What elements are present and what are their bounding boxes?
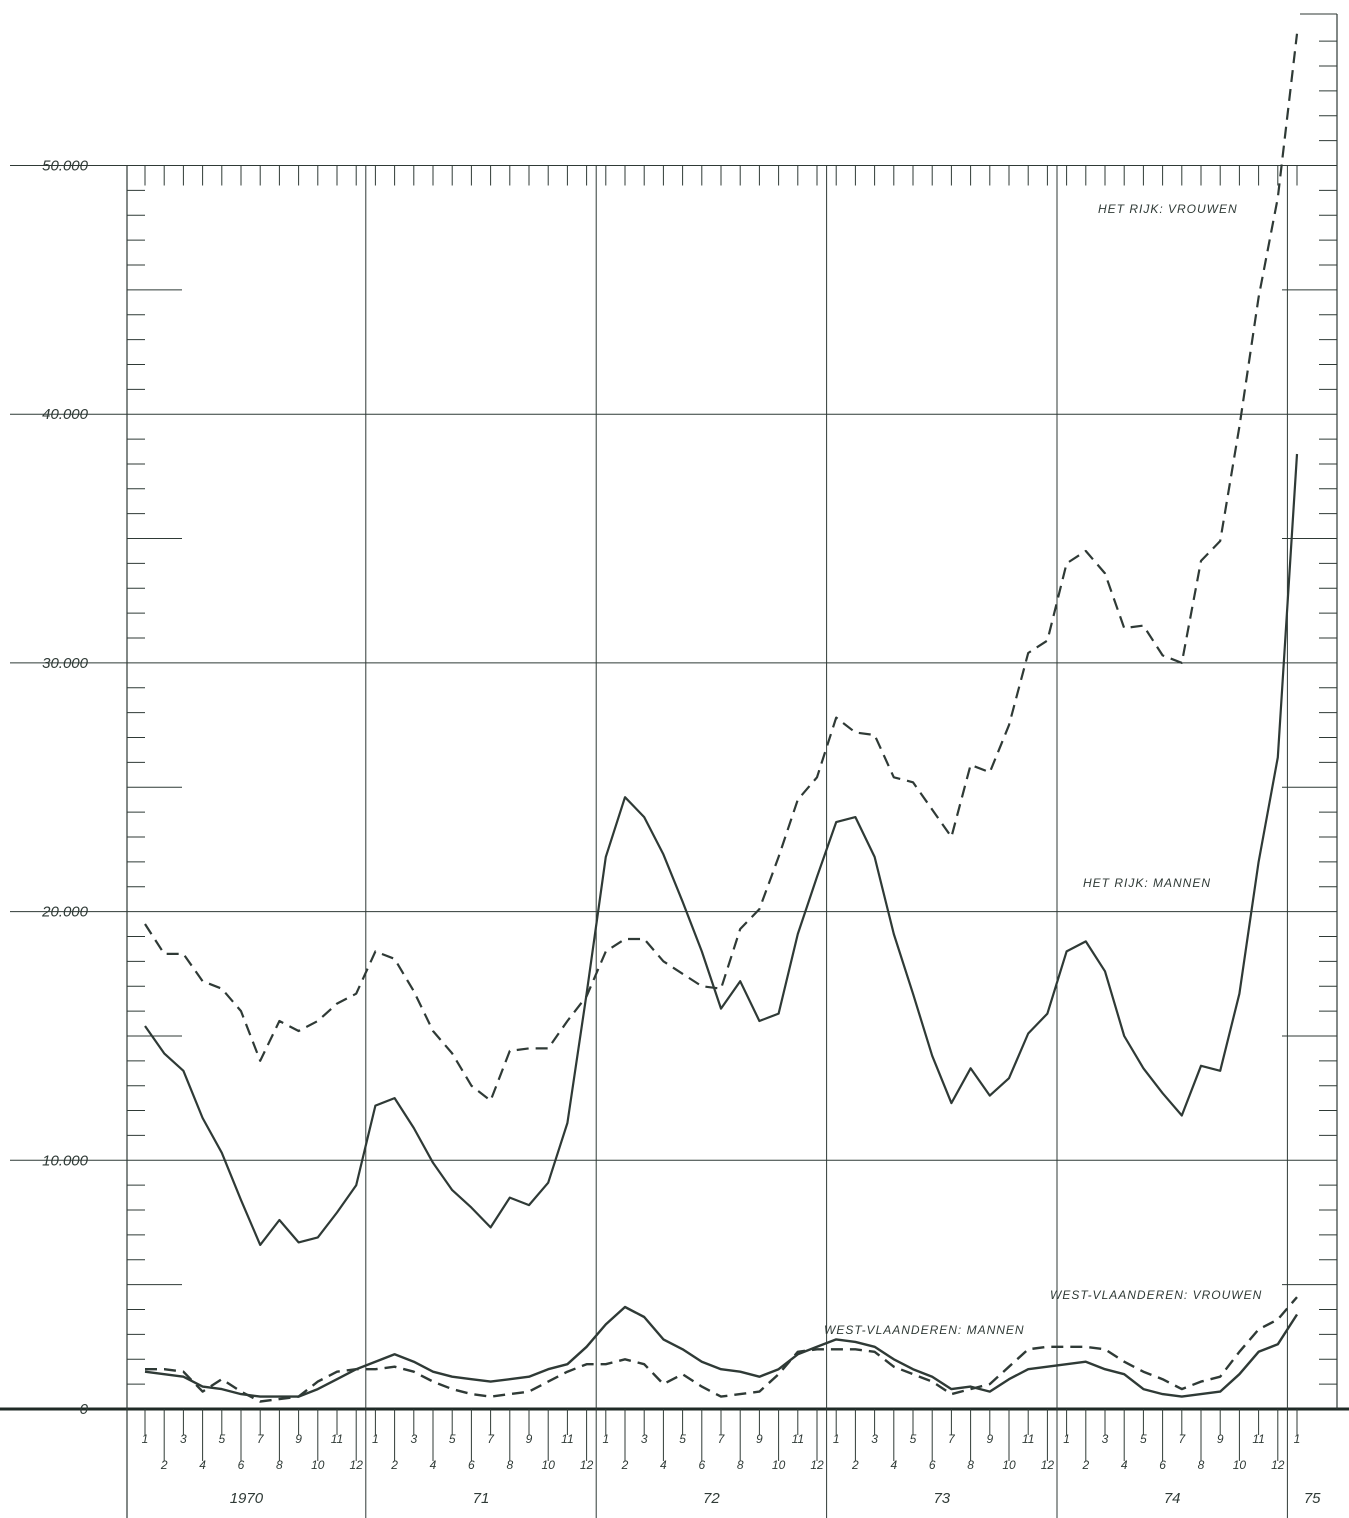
- year-label: 1970: [230, 1490, 264, 1507]
- series-line-3: [145, 1296, 1298, 1403]
- month-label: 2: [160, 1458, 168, 1472]
- month-label: 12: [1271, 1458, 1285, 1472]
- month-label: 5: [218, 1432, 225, 1446]
- month-label: 11: [331, 1432, 343, 1446]
- year-label: 71: [473, 1490, 490, 1507]
- month-label: 10: [1002, 1458, 1016, 1472]
- month-label: 1: [1063, 1432, 1070, 1446]
- month-label: 8: [967, 1458, 974, 1472]
- month-label: 7: [257, 1432, 265, 1446]
- month-label: 7: [718, 1432, 726, 1446]
- y-tick-label: 30.000: [42, 655, 89, 672]
- month-label: 5: [449, 1432, 456, 1446]
- series-annotation: WEST-VLAANDEREN: VROUWEN: [1050, 1288, 1262, 1302]
- series-annotation: WEST-VLAANDEREN: MANNEN: [824, 1323, 1025, 1337]
- month-label: 9: [526, 1432, 533, 1446]
- series-annotation: HET RIJK: VROUWEN: [1098, 202, 1238, 216]
- series-lines: [144, 33, 1299, 1403]
- month-label: 2: [390, 1458, 398, 1472]
- month-label: 4: [1121, 1458, 1128, 1472]
- month-label: 11: [1022, 1432, 1034, 1446]
- month-label: 9: [986, 1432, 993, 1446]
- year-label: 74: [1164, 1490, 1181, 1507]
- month-label: 10: [772, 1458, 786, 1472]
- y-tick-label: 40.000: [42, 406, 89, 423]
- month-label: 8: [276, 1458, 283, 1472]
- year-label: 73: [933, 1490, 950, 1507]
- month-label: 1: [602, 1432, 609, 1446]
- month-label: 1: [142, 1432, 149, 1446]
- month-label: 6: [238, 1458, 245, 1472]
- year-label: 75: [1304, 1490, 1321, 1507]
- month-label: 8: [506, 1458, 513, 1472]
- month-label: 1: [833, 1432, 840, 1446]
- month-label: 3: [410, 1432, 417, 1446]
- month-label: 5: [910, 1432, 917, 1446]
- y-tick-label: 10.000: [42, 1152, 89, 1169]
- month-label: 12: [1041, 1458, 1055, 1472]
- y-tick-label: 20.000: [41, 904, 89, 921]
- series-line-4: [144, 1305, 1299, 1398]
- series-annotations: HET RIJK: VROUWEN HET RIJK: MANNEN WEST-VL…: [824, 202, 1262, 1337]
- month-label: 7: [487, 1432, 495, 1446]
- month-label: 9: [1217, 1432, 1224, 1446]
- month-label: 2: [621, 1458, 629, 1472]
- month-label: 2: [851, 1458, 859, 1472]
- y-tick-label: 50.000: [42, 158, 89, 175]
- month-label: 7: [1178, 1432, 1186, 1446]
- month-label: 3: [180, 1432, 187, 1446]
- y-tick-label: 0: [80, 1401, 89, 1418]
- month-label: 12: [350, 1458, 364, 1472]
- grid: [0, 13, 1349, 1518]
- month-label: 11: [561, 1432, 573, 1446]
- year-label: 72: [703, 1490, 720, 1507]
- month-label: 8: [1198, 1458, 1205, 1472]
- month-label: 10: [542, 1458, 556, 1472]
- month-label: 6: [468, 1458, 475, 1472]
- series-annotation: HET RIJK: MANNEN: [1083, 876, 1211, 890]
- month-label: 7: [948, 1432, 956, 1446]
- month-label: 6: [1159, 1458, 1166, 1472]
- month-label: 5: [679, 1432, 686, 1446]
- month-label: 3: [871, 1432, 878, 1446]
- month-label: 11: [792, 1432, 804, 1446]
- month-label: 10: [1233, 1458, 1247, 1472]
- tick-marks: [127, 40, 1337, 1461]
- month-label: 4: [660, 1458, 667, 1472]
- month-label: 5: [1140, 1432, 1147, 1446]
- month-label: 12: [580, 1458, 594, 1472]
- axis-labels: 50.00040.00030.00020.00010.0000123456789…: [41, 158, 1321, 1508]
- month-label: 6: [929, 1458, 936, 1472]
- series-line-1: [144, 33, 1299, 1102]
- month-label: 1: [372, 1432, 379, 1446]
- month-label: 9: [756, 1432, 763, 1446]
- month-label: 9: [295, 1432, 302, 1446]
- month-label: 10: [311, 1458, 325, 1472]
- month-label: 8: [737, 1458, 744, 1472]
- month-label: 4: [199, 1458, 206, 1472]
- month-label: 2: [1081, 1458, 1089, 1472]
- month-label: 3: [641, 1432, 648, 1446]
- month-label: 12: [810, 1458, 824, 1472]
- month-label: 1: [1294, 1432, 1301, 1446]
- month-label: 6: [698, 1458, 705, 1472]
- month-label: 11: [1252, 1432, 1264, 1446]
- month-label: 4: [890, 1458, 897, 1472]
- month-label: 4: [430, 1458, 437, 1472]
- month-label: 3: [1102, 1432, 1109, 1446]
- series-line-2: [144, 453, 1299, 1247]
